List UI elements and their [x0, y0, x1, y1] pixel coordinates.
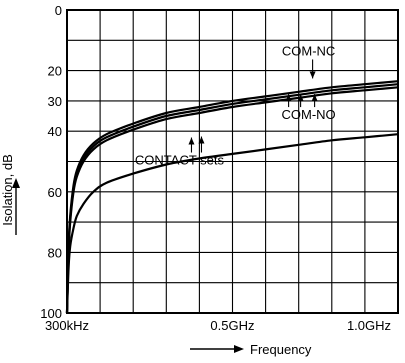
series-line-3: [65, 86, 399, 314]
x-axis-arrowhead: [234, 345, 244, 353]
x-tick-label: 300kHz: [45, 318, 89, 333]
y-tick-label: 20: [48, 64, 62, 79]
x-tick-label: 0.5GHz: [210, 318, 254, 333]
y-axis-arrowhead: [12, 178, 20, 188]
annotation-arrowhead: [285, 94, 292, 102]
y-tick-label: 80: [48, 245, 62, 260]
annotation-label: CONTACT sets: [135, 153, 225, 168]
curves: [65, 80, 399, 314]
x-tick-label: 1.0GHz: [347, 318, 391, 333]
y-tick-label: 100: [40, 306, 62, 321]
y-tick-labels: 0 20 30 40 60 80 100: [40, 3, 62, 321]
x-tick-labels: 300kHz 0.5GHz 1.0GHz: [45, 318, 391, 333]
y-tick-label: 60: [48, 185, 62, 200]
plot-frame: [66, 9, 399, 314]
y-axis-label: Isolation, dB: [0, 154, 15, 226]
annotation-arrowhead: [198, 136, 205, 144]
annotation-label: COM-NC: [282, 43, 335, 58]
annotations: COM-NC COM-NO CONTACT sets: [135, 43, 336, 167]
y-tick-label: 0: [55, 3, 62, 18]
annotation-arrowhead: [309, 71, 316, 79]
y-tick-label: 30: [48, 94, 62, 109]
annotation-arrowhead: [188, 137, 195, 145]
y-axis-title: Isolation, dB: [0, 154, 15, 226]
series-line-4: [65, 133, 399, 314]
annotation-arrowhead: [297, 94, 304, 102]
annotation-arrowhead: [311, 94, 318, 102]
grid: [67, 10, 398, 313]
annotation-label: COM-NO: [282, 107, 336, 122]
y-tick-label: 40: [48, 124, 62, 139]
x-axis-label: Frequency: [250, 342, 312, 357]
